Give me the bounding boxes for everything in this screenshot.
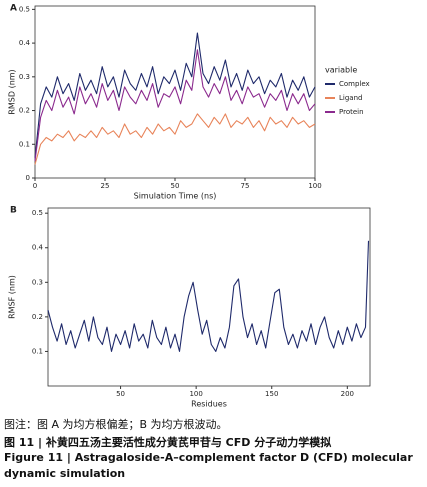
y-tick-label: 0.3	[32, 278, 43, 286]
caption-note: 图注：图 A 为均方根偏差；B 为均方根波动。	[4, 418, 228, 431]
plot-frame	[47, 207, 371, 387]
panel-label: A	[10, 4, 17, 14]
y-axis-label: RMSF (nm)	[8, 275, 17, 319]
x-tick-label: 50	[116, 390, 125, 398]
plot-frame	[34, 5, 316, 179]
x-tick-label: 50	[171, 182, 180, 190]
x-tick-label: 100	[308, 182, 321, 190]
x-axis-label: Residues	[191, 400, 227, 409]
data-line	[34, 49, 316, 162]
data-line	[34, 32, 316, 158]
y-axis-label: RMSD (nm)	[8, 69, 17, 114]
y-tick-label: 0.3	[19, 73, 30, 81]
figure: A 0 0.1 0.2 0.3 0.4 0.5 0 25 50 75 100 Simulation Ti…	[8, 4, 371, 409]
legend-label: Protein	[339, 108, 364, 116]
caption-title-en: dynamic simulation	[4, 467, 126, 480]
y-tick-label: 0.1	[19, 140, 30, 148]
x-tick-label: 150	[265, 390, 278, 398]
data-line	[34, 113, 316, 165]
y-tick-label: 0	[26, 174, 30, 182]
panel-label: B	[10, 206, 17, 216]
x-tick-label: 0	[33, 182, 37, 190]
y-tick-label: 0.1	[32, 347, 43, 355]
legend-title: variable	[325, 66, 357, 75]
x-tick-label: 75	[241, 182, 250, 190]
data-line	[47, 240, 370, 352]
caption-title-cn: 图 11 | 补黄四五汤主要活性成分黄芪甲苷与 CFD 分子动力学模拟	[4, 436, 332, 449]
y-tick-label: 0.4	[32, 244, 44, 252]
legend-label: Complex	[339, 80, 370, 88]
y-tick-label: 0.5	[32, 209, 43, 217]
x-tick-label: 200	[341, 390, 354, 398]
caption-title-en: Figure 11 | Astragaloside-A–complement f…	[4, 451, 413, 464]
legend-label: Ligand	[339, 94, 362, 102]
x-axis-label: Simulation Time (ns)	[134, 192, 217, 201]
x-tick-label: 25	[101, 182, 110, 190]
y-tick-label: 0.2	[32, 313, 43, 321]
y-tick-label: 0.5	[19, 5, 30, 13]
y-tick-label: 0.2	[19, 107, 30, 115]
y-tick-label: 0.4	[19, 39, 31, 47]
x-tick-label: 100	[189, 390, 202, 398]
